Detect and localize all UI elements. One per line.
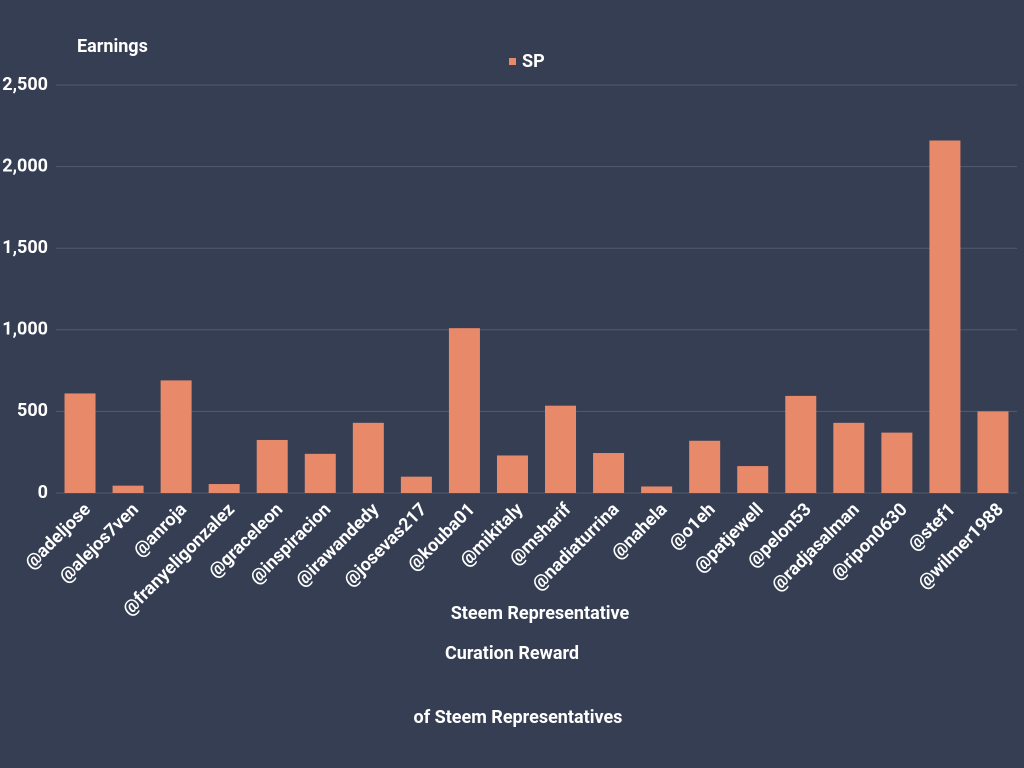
bar <box>929 140 961 493</box>
bar <box>496 455 528 493</box>
bar <box>112 485 144 493</box>
y-tick-label: 500 <box>17 400 48 421</box>
y-tick-label: 2,000 <box>2 155 48 176</box>
y-axis-title: Earnings <box>77 36 148 57</box>
bar <box>977 411 1009 493</box>
chart-title: Curation Reward <box>445 643 579 664</box>
y-tick-label: 1,000 <box>2 319 48 340</box>
bar <box>208 484 240 493</box>
bar <box>400 476 432 493</box>
bar <box>448 328 480 493</box>
bar <box>593 453 625 493</box>
y-tick-label: 1,500 <box>2 237 48 258</box>
y-tick-label: 2,500 <box>2 74 48 95</box>
bar <box>881 432 913 493</box>
bar <box>304 453 336 493</box>
bar <box>256 439 288 493</box>
bar <box>545 405 577 493</box>
legend-label: SP <box>522 51 545 72</box>
bar <box>160 380 192 493</box>
legend-swatch <box>509 58 516 65</box>
y-tick-label: 0 <box>38 482 48 503</box>
bar <box>64 393 96 493</box>
chart-title: of Steem Representatives <box>414 707 623 728</box>
bar <box>352 422 384 493</box>
x-axis-title: Steem Representative <box>451 603 630 624</box>
bar <box>833 422 865 493</box>
bar <box>641 486 673 493</box>
bar <box>737 466 769 493</box>
bar <box>785 395 817 493</box>
bar <box>689 440 721 493</box>
